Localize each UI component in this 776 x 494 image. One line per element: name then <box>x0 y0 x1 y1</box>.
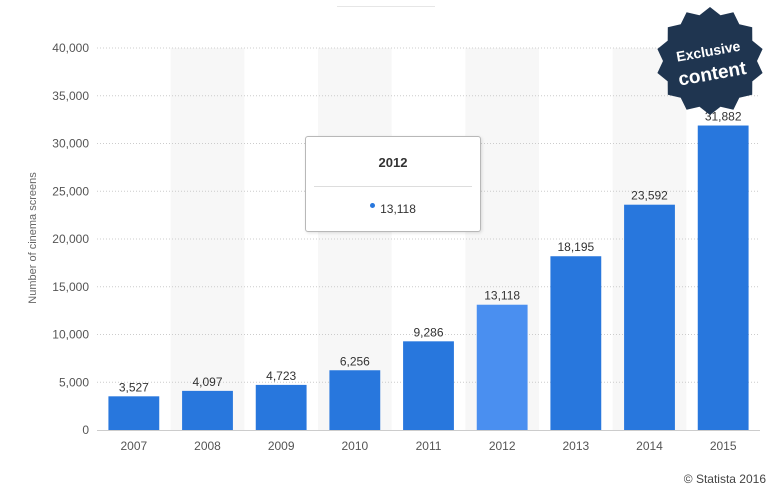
x-tick-label: 2009 <box>268 439 295 453</box>
bar <box>550 256 602 430</box>
bar <box>476 304 528 430</box>
y-tick-label: 0 <box>82 423 89 437</box>
bar <box>255 384 307 430</box>
copyright-credit[interactable]: © Statista 2016 <box>683 472 766 486</box>
series-dot-icon <box>370 203 376 209</box>
data-label: 18,195 <box>557 240 594 254</box>
y-axis-label: Number of cinema screens <box>27 172 39 304</box>
x-tick-label: 2015 <box>710 439 737 453</box>
y-tick-label: 20,000 <box>52 232 89 246</box>
bar <box>624 204 675 430</box>
y-tick-label: 25,000 <box>52 184 89 198</box>
x-tick-label: 2013 <box>562 439 589 453</box>
bar <box>403 341 454 430</box>
bar <box>182 390 233 430</box>
data-label: 23,592 <box>631 189 668 203</box>
tooltip-value: 13,118 <box>380 202 416 216</box>
y-tick-label: 30,000 <box>52 137 89 151</box>
bar <box>697 125 749 430</box>
x-tick-label: 2007 <box>120 439 147 453</box>
tooltip-title: 2012 <box>378 155 408 170</box>
x-tick-label: 2014 <box>636 439 663 453</box>
data-tooltip: 2012 13,118 <box>305 136 481 232</box>
x-axis-ticks: 2007 2008 2009 2010 2011 2012 2013 2014 2015 <box>120 439 736 453</box>
y-tick-label: 35,000 <box>52 89 89 103</box>
bars <box>108 125 749 430</box>
tooltip-divider <box>314 186 472 187</box>
x-tick-label: 2012 <box>489 439 516 453</box>
tooltip-row: 13,118 <box>306 202 480 216</box>
bar <box>329 370 381 430</box>
x-tick-label: 2008 <box>194 439 221 453</box>
badge-starburst-icon <box>657 7 763 115</box>
data-label: 4,097 <box>192 375 222 389</box>
data-label: 31,882 <box>705 110 742 124</box>
y-axis-ticks: 0 5,000 10,000 15,000 20,000 25,000 30,000 35,0… <box>52 41 89 437</box>
bar <box>108 396 160 430</box>
data-label: 3,527 <box>119 380 149 394</box>
y-tick-label: 40,000 <box>52 41 89 55</box>
data-label: 4,723 <box>266 369 296 383</box>
data-label: 13,118 <box>484 289 520 303</box>
top-divider <box>337 6 435 7</box>
x-tick-label: 2011 <box>416 439 442 453</box>
value-labels: 3,527 4,097 4,723 6,256 9,286 13,118 18,195 23,… <box>119 110 742 395</box>
x-tick-label: 2010 <box>341 439 368 453</box>
y-tick-label: 10,000 <box>52 328 89 342</box>
y-tick-label: 5,000 <box>59 375 89 389</box>
data-label: 9,286 <box>413 325 443 339</box>
y-tick-label: 15,000 <box>52 280 89 294</box>
data-label: 6,256 <box>340 354 370 368</box>
exclusive-content-badge[interactable]: Exclusive content <box>655 6 765 116</box>
